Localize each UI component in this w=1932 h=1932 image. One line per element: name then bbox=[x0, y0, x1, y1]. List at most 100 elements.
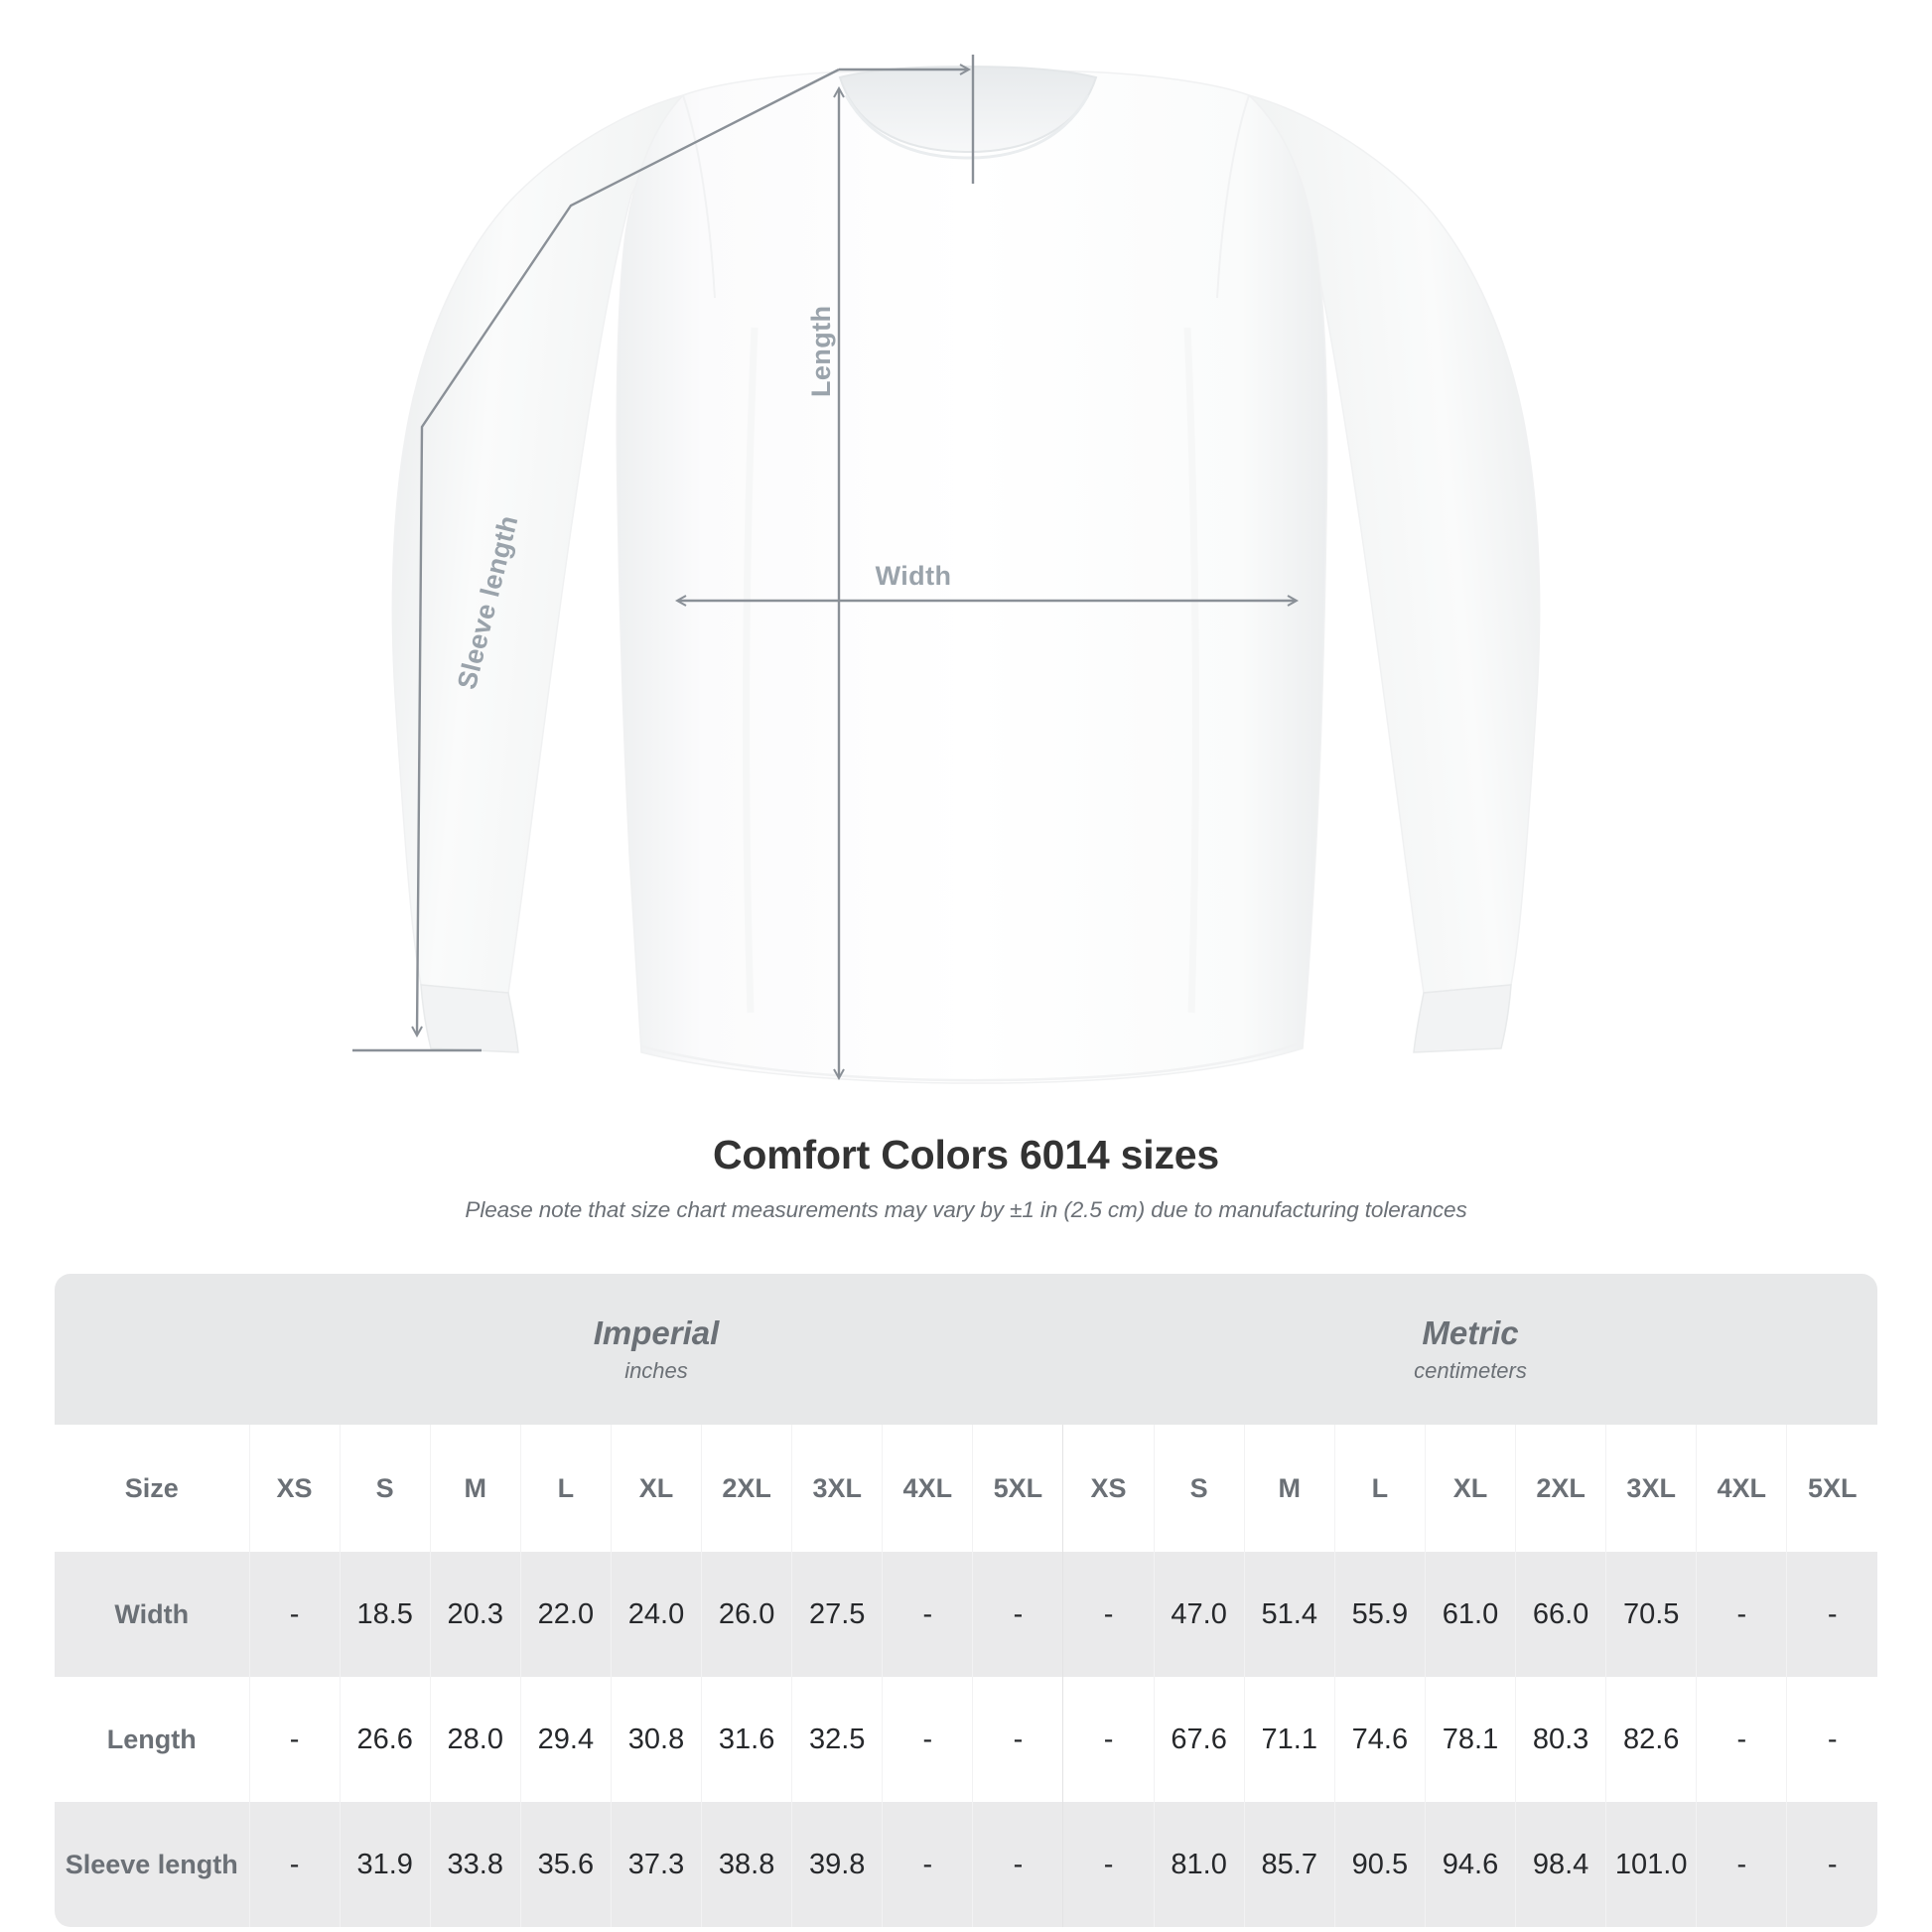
unit-name-metric: Metric bbox=[1422, 1313, 1519, 1351]
cell-imperial-s: 31.9 bbox=[339, 1802, 431, 1927]
size-header-imperial-3xl: 3XL bbox=[791, 1425, 883, 1552]
unit-header-row: Imperial inches Metric centimeters bbox=[55, 1274, 1878, 1425]
cell-metric-2xl: 66.0 bbox=[1515, 1552, 1606, 1677]
size-header-imperial-5xl: 5XL bbox=[972, 1425, 1063, 1552]
shirt-diagram-svg bbox=[352, 55, 1541, 1084]
cell-metric-xs: - bbox=[1062, 1552, 1155, 1677]
unit-header-metric: Metric centimeters bbox=[1063, 1274, 1877, 1425]
cell-imperial-4xl: - bbox=[882, 1802, 973, 1927]
cell-metric-m: 71.1 bbox=[1243, 1677, 1335, 1802]
cell-metric-l: 55.9 bbox=[1333, 1552, 1426, 1677]
cell-imperial-2xl: 38.8 bbox=[701, 1802, 792, 1927]
size-row-header: Size bbox=[124, 1472, 179, 1503]
unit-sub-metric: centimeters bbox=[1414, 1358, 1527, 1384]
cell-metric-5xl: - bbox=[1786, 1552, 1878, 1677]
cell-imperial-xs: - bbox=[248, 1552, 341, 1677]
size-header-metric-xs: XS bbox=[1062, 1425, 1155, 1552]
cell-metric-s: 67.6 bbox=[1153, 1677, 1245, 1802]
cell-imperial-3xl: 32.5 bbox=[791, 1677, 883, 1802]
cell-imperial-xl: 37.3 bbox=[610, 1802, 702, 1927]
cell-imperial-5xl: - bbox=[972, 1552, 1063, 1677]
size-header-imperial-s: S bbox=[339, 1425, 431, 1552]
cell-imperial-3xl: 27.5 bbox=[791, 1552, 883, 1677]
size-header-metric-3xl: 3XL bbox=[1605, 1425, 1697, 1552]
cell-metric-4xl: - bbox=[1696, 1802, 1787, 1927]
size-header-imperial-l: L bbox=[519, 1425, 612, 1552]
cell-metric-m: 51.4 bbox=[1243, 1552, 1335, 1677]
cell-imperial-5xl: - bbox=[972, 1677, 1063, 1802]
cell-imperial-l: 29.4 bbox=[519, 1677, 612, 1802]
cell-metric-l: 90.5 bbox=[1333, 1802, 1426, 1927]
cell-metric-5xl: - bbox=[1786, 1677, 1878, 1802]
measurement-guides bbox=[352, 55, 1296, 1077]
length-label: Length bbox=[806, 305, 836, 397]
size-chart-table: Imperial inches Metric centimeters Size X… bbox=[55, 1274, 1878, 1927]
cell-metric-xs: - bbox=[1062, 1677, 1155, 1802]
cell-imperial-3xl: 39.8 bbox=[791, 1802, 883, 1927]
cell-metric-3xl: 70.5 bbox=[1605, 1552, 1697, 1677]
width-label: Width bbox=[875, 561, 952, 591]
cell-imperial-5xl: - bbox=[972, 1802, 1063, 1927]
cell-imperial-s: 26.6 bbox=[339, 1677, 431, 1802]
cell-imperial-m: 28.0 bbox=[429, 1677, 521, 1802]
cell-metric-5xl: - bbox=[1786, 1802, 1878, 1927]
cell-imperial-m: 33.8 bbox=[429, 1802, 521, 1927]
page-title: Comfort Colors 6014 sizes bbox=[713, 1132, 1219, 1177]
size-header-metric-xl: XL bbox=[1424, 1425, 1516, 1552]
size-header-metric-l: L bbox=[1333, 1425, 1426, 1552]
cell-imperial-2xl: 31.6 bbox=[701, 1677, 792, 1802]
table-row: Width -18.5 20.3 22.0 24.0 26.0 27.5- - -47.0 51.… bbox=[55, 1552, 1878, 1677]
title-block: Comfort Colors 6014 sizes Please note th… bbox=[0, 1132, 1932, 1223]
unit-header-spacer bbox=[55, 1274, 249, 1425]
cell-metric-3xl: 101.0 bbox=[1605, 1802, 1697, 1927]
row-label-length: Length bbox=[106, 1724, 197, 1754]
sleeve-length-guide-line bbox=[417, 68, 840, 1035]
size-header-metric-2xl: 2XL bbox=[1515, 1425, 1606, 1552]
size-header-metric-m: M bbox=[1243, 1425, 1335, 1552]
cell-metric-xs: - bbox=[1062, 1802, 1155, 1927]
cell-metric-xl: 78.1 bbox=[1424, 1677, 1516, 1802]
cell-imperial-xs: - bbox=[248, 1677, 341, 1802]
size-chart-table-wrapper: Imperial inches Metric centimeters Size X… bbox=[55, 1274, 1878, 1927]
size-header-imperial-2xl: 2XL bbox=[701, 1425, 792, 1552]
row-label-width: Width bbox=[114, 1598, 190, 1629]
size-header-metric-5xl: 5XL bbox=[1786, 1425, 1878, 1552]
cell-metric-4xl: - bbox=[1696, 1677, 1787, 1802]
cell-metric-2xl: 80.3 bbox=[1515, 1677, 1606, 1802]
size-header-row: Size XS S M L XL 2XL 3XL 4XL 5XL XS S M L XL 2XL 3XL 4XL 5… bbox=[55, 1425, 1878, 1552]
table-row: Length -26.6 28.0 29.4 30.8 31.6 32.5- - -67.6 71… bbox=[55, 1677, 1878, 1802]
size-header-metric-4xl: 4XL bbox=[1696, 1425, 1787, 1552]
cell-imperial-l: 35.6 bbox=[519, 1802, 612, 1927]
cell-imperial-4xl: - bbox=[882, 1552, 973, 1677]
cell-imperial-xs: - bbox=[248, 1802, 341, 1927]
shirt-artwork bbox=[391, 65, 1541, 1084]
row-label-sleeve-length: Sleeve length bbox=[65, 1849, 238, 1879]
cell-metric-3xl: 82.6 bbox=[1605, 1677, 1697, 1802]
cell-imperial-l: 22.0 bbox=[519, 1552, 612, 1677]
cell-metric-s: 47.0 bbox=[1153, 1552, 1245, 1677]
cell-imperial-2xl: 26.0 bbox=[701, 1552, 792, 1677]
cell-metric-m: 85.7 bbox=[1243, 1802, 1335, 1927]
cell-imperial-xl: 24.0 bbox=[610, 1552, 702, 1677]
size-header-imperial-4xl: 4XL bbox=[882, 1425, 973, 1552]
cell-imperial-s: 18.5 bbox=[339, 1552, 431, 1677]
size-header-imperial-xs: XS bbox=[248, 1425, 341, 1552]
unit-name-imperial: Imperial bbox=[593, 1313, 720, 1351]
garment-illustration: Length Width Sleeve length bbox=[352, 55, 1541, 1084]
cell-imperial-4xl: - bbox=[882, 1677, 973, 1802]
size-header-imperial-xl: XL bbox=[610, 1425, 702, 1552]
cell-metric-l: 74.6 bbox=[1333, 1677, 1426, 1802]
tolerance-note: Please note that size chart measurements… bbox=[465, 1197, 1467, 1222]
cell-imperial-m: 20.3 bbox=[429, 1552, 521, 1677]
cell-metric-4xl: - bbox=[1696, 1552, 1787, 1677]
size-header-metric-s: S bbox=[1153, 1425, 1245, 1552]
cell-metric-xl: 94.6 bbox=[1424, 1802, 1516, 1927]
cell-imperial-xl: 30.8 bbox=[610, 1677, 702, 1802]
table-row: Sleeve length -31.9 33.8 35.6 37.3 38.8 39.8- -… bbox=[55, 1802, 1878, 1927]
cell-metric-xl: 61.0 bbox=[1424, 1552, 1516, 1677]
size-header-imperial-m: M bbox=[429, 1425, 521, 1552]
unit-header-imperial: Imperial inches bbox=[249, 1274, 1063, 1425]
cell-metric-s: 81.0 bbox=[1153, 1802, 1245, 1927]
unit-sub-imperial: inches bbox=[624, 1358, 688, 1384]
cell-metric-2xl: 98.4 bbox=[1515, 1802, 1606, 1927]
